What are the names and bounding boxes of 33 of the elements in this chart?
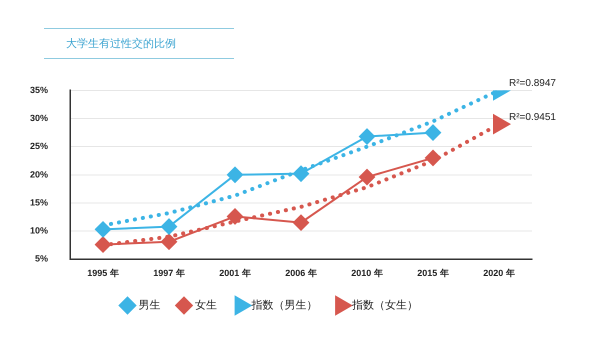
- point: [95, 236, 112, 253]
- point: [227, 208, 244, 224]
- x-tick-label: 2020 年: [483, 268, 515, 278]
- legend-label: 女生: [195, 298, 217, 312]
- point: [95, 221, 112, 238]
- y-tick-label: 25%: [30, 141, 48, 152]
- annotation: R²=0.8947: [509, 78, 556, 90]
- legend-label: 男生: [138, 298, 160, 312]
- x-tick-label: 2006 年: [285, 268, 317, 278]
- point: [425, 150, 442, 166]
- annotation: R²=0.9451: [509, 112, 556, 123]
- point: [359, 128, 376, 145]
- y-tick-label: 15%: [30, 197, 48, 208]
- point: [359, 169, 376, 186]
- y-tick-label: 5%: [35, 254, 48, 264]
- x-tick-label: 2015 年: [417, 268, 449, 278]
- legend-label: 指数（女生）: [351, 298, 418, 312]
- x-tick-label: 2010 年: [351, 268, 383, 278]
- point: [293, 214, 310, 231]
- y-tick-label: 35%: [30, 84, 48, 95]
- point: [161, 234, 178, 250]
- point: [425, 124, 442, 141]
- point: [227, 166, 244, 183]
- point: [161, 218, 178, 235]
- legend-label: 指数（男生）: [250, 298, 318, 312]
- chart-title: 大学生有过性交的比例: [65, 36, 177, 52]
- y-tick-label: 10%: [30, 226, 48, 236]
- y-tick-label: 30%: [30, 113, 48, 124]
- point: [293, 166, 310, 182]
- x-tick-label: 2001 年: [219, 268, 251, 278]
- x-tick-label: 1995 年: [87, 268, 119, 278]
- x-tick-label: 1997 年: [153, 268, 185, 278]
- y-tick-label: 20%: [30, 169, 48, 180]
